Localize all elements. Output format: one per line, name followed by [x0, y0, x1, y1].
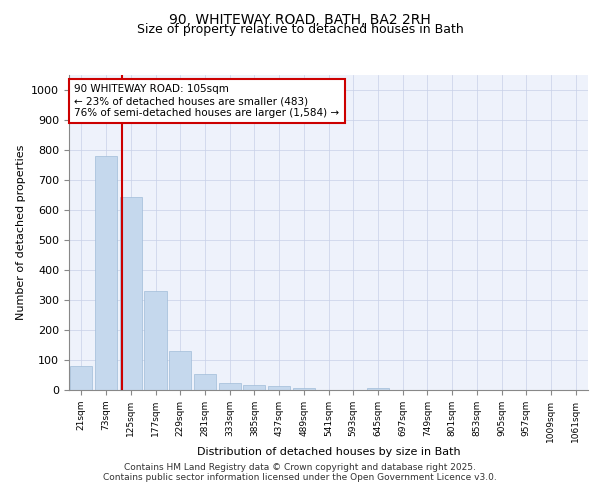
X-axis label: Distribution of detached houses by size in Bath: Distribution of detached houses by size …: [197, 448, 460, 458]
Bar: [145, 291, 167, 390]
Text: Contains HM Land Registry data © Crown copyright and database right 2025.: Contains HM Land Registry data © Crown c…: [124, 462, 476, 471]
Bar: [218, 382, 241, 390]
Bar: [194, 374, 216, 390]
Bar: [243, 384, 265, 390]
Bar: [119, 196, 142, 390]
Bar: [70, 366, 92, 390]
Y-axis label: Number of detached properties: Number of detached properties: [16, 145, 26, 320]
Bar: [268, 386, 290, 390]
Text: Size of property relative to detached houses in Bath: Size of property relative to detached ho…: [137, 22, 463, 36]
Bar: [169, 351, 191, 390]
Text: Contains public sector information licensed under the Open Government Licence v3: Contains public sector information licen…: [103, 472, 497, 482]
Bar: [293, 388, 315, 390]
Text: 90, WHITEWAY ROAD, BATH, BA2 2RH: 90, WHITEWAY ROAD, BATH, BA2 2RH: [169, 12, 431, 26]
Bar: [95, 156, 117, 390]
Bar: [367, 388, 389, 390]
Text: 90 WHITEWAY ROAD: 105sqm
← 23% of detached houses are smaller (483)
76% of semi-: 90 WHITEWAY ROAD: 105sqm ← 23% of detach…: [74, 84, 340, 117]
